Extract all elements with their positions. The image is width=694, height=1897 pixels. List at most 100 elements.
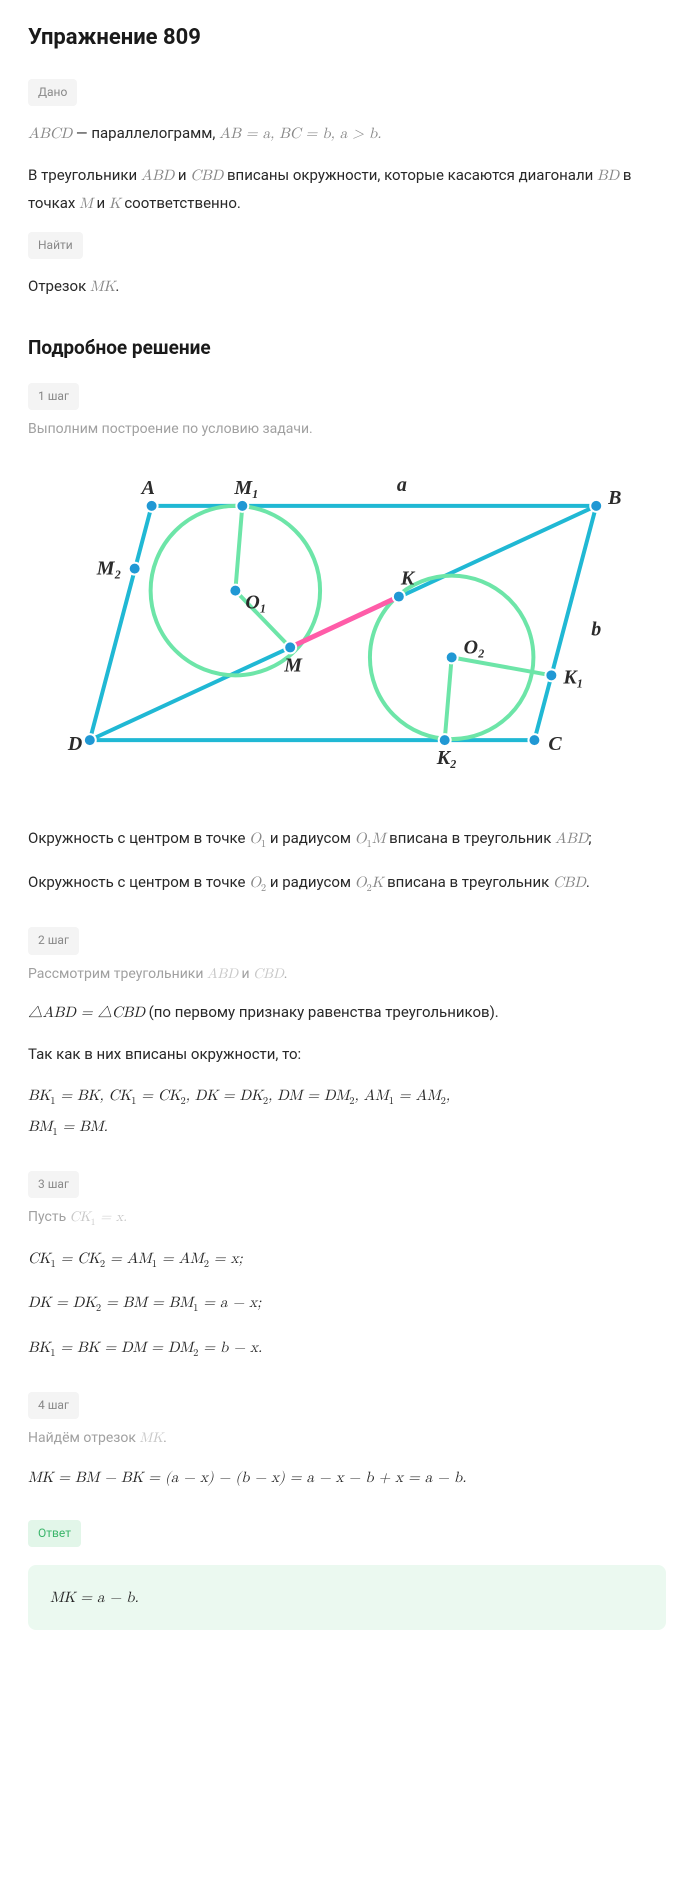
m: BD (597, 168, 619, 183)
t: Окружность с центром в точке (28, 873, 249, 891)
step2-p1: △ABD = △CBD (по первому признаку равенст… (28, 999, 666, 1027)
svg-text:b: b (591, 618, 601, 640)
t: Найдём отрезок (28, 1430, 139, 1446)
step-1: 1 шаг Выполним построение по условию зад… (28, 383, 666, 899)
step2-grey: Рассмотрим треугольники ABD и CBD. (28, 963, 666, 985)
t: вписана в треугольник (385, 829, 555, 847)
exercise-title: Упражнение 809 (28, 20, 666, 55)
t: и (93, 194, 109, 212)
step2-tag: 2 шаг (28, 927, 79, 954)
given-line1: ABCD — параллелограмм, AB = a, BC = b, a… (28, 120, 666, 148)
step3-grey: Пусть CK1 = x. (28, 1206, 666, 1230)
answer-block: Ответ MK = a − b. (28, 1520, 666, 1630)
m: BK1 = BK = DM = DM2 = b − x. (28, 1340, 262, 1355)
m: MK (90, 279, 115, 294)
m: CBD (190, 168, 223, 183)
geometry-figure: ABCDM₁M₂O₁MKO₂K₁K₂ab (28, 461, 666, 797)
given-line2: В треугольники ABD и CBD вписаны окружно… (28, 162, 666, 218)
m: M (372, 831, 386, 846)
t: соответственно. (121, 194, 241, 212)
step3-l3: BK1 = BK = DM = DM2 = b − x. (28, 1334, 666, 1364)
m: BK1 = BK, CK1 = CK2, DK = DK2, DM = DM2,… (28, 1088, 450, 1103)
answer-tag: Ответ (28, 1520, 81, 1547)
step-4: 4 шаг Найдём отрезок MK. MK = BM − BK = … (28, 1392, 666, 1491)
math-abcd: ABCD (28, 126, 72, 141)
m: ABD (141, 168, 174, 183)
m: O1 (249, 831, 266, 846)
svg-text:D: D (67, 733, 82, 755)
step4-tag: 4 шаг (28, 1392, 79, 1419)
m: ABD (207, 967, 238, 981)
t: . (586, 873, 590, 891)
m: CBD (253, 967, 284, 981)
t: Окружность с центром в точке (28, 829, 249, 847)
t: вписана в треугольник (383, 873, 553, 891)
svg-text:O₂: O₂ (464, 636, 485, 658)
m: O (355, 831, 367, 846)
m: O (355, 875, 367, 890)
answer-eq: MK = a − b. (50, 1590, 139, 1605)
t: (по первому признаку равенства треугольн… (145, 1003, 499, 1021)
m: O (249, 875, 261, 890)
step2-p2: Так как в них вписаны окружности, то: (28, 1041, 666, 1069)
step1-grey: Выполним построение по условию задачи. (28, 418, 666, 440)
svg-text:O₁: O₁ (245, 591, 266, 613)
step3-tag: 3 шаг (28, 1171, 79, 1198)
find-tag: Найти (28, 232, 83, 259)
step-3: 3 шаг Пусть CK1 = x. CK1 = CK2 = AM1 = A… (28, 1171, 666, 1364)
m: CBD (553, 875, 586, 890)
m: MK (139, 1431, 163, 1445)
step2-eq: BK1 = BK, CK1 = CK2, DK = DK2, DM = DM2,… (28, 1082, 666, 1143)
svg-text:C: C (548, 733, 562, 755)
m: O (249, 831, 261, 846)
m: DK = DK2 = BM = BM1 = a − x; (28, 1295, 261, 1310)
m: K (109, 196, 121, 211)
svg-text:K₁: K₁ (562, 666, 583, 688)
step1-p2: Окружность с центром в точке O2 и радиус… (28, 869, 666, 899)
svg-text:A: A (140, 476, 155, 498)
t: Рассмотрим треугольники (28, 966, 207, 982)
m: K (372, 875, 384, 890)
step1-tag: 1 шаг (28, 383, 79, 410)
step3-l1: CK1 = CK2 = AM1 = AM2 = x; (28, 1245, 666, 1275)
given-tag: Дано (28, 79, 77, 106)
svg-text:M₁: M₁ (233, 476, 259, 498)
find-block: Найти Отрезок MK. (28, 232, 666, 301)
answer-box: MK = a − b. (28, 1565, 666, 1630)
m: CK1 = x. (70, 1210, 127, 1224)
m: M (79, 196, 93, 211)
step3-l2: DK = DK2 = BM = BM1 = a − x; (28, 1289, 666, 1319)
m: O2K (355, 875, 384, 890)
m: BM1 = BM. (28, 1119, 108, 1134)
step4-grey: Найдём отрезок MK. (28, 1427, 666, 1449)
svg-text:M: M (283, 654, 303, 676)
t: . (284, 966, 288, 982)
t: . (163, 1430, 167, 1446)
m: CK1 = CK2 = AM1 = AM2 = x; (28, 1251, 243, 1266)
m: O1M (355, 831, 386, 846)
svg-text:K: K (400, 567, 416, 589)
t: вписаны окружности, которые касаются диа… (223, 166, 597, 184)
m: MK = BM − BK = (a − x) − (b − x) = a − x… (28, 1470, 466, 1485)
math-rel: AB = a, BC = b, a > b. (219, 126, 381, 141)
svg-text:a: a (397, 473, 407, 495)
t: Пусть (28, 1209, 70, 1225)
given-block: Дано ABCD — параллелограмм, AB = a, BC =… (28, 79, 666, 217)
step1-p1: Окружность с центром в точке O1 и радиус… (28, 825, 666, 855)
m: ABD (555, 831, 588, 846)
m: △ABD = △CBD (28, 1005, 145, 1020)
text: — параллелограмм, (72, 124, 219, 142)
t: и радиусом (266, 873, 355, 891)
step4-eq: MK = BM − BK = (a − x) − (b − x) = a − x… (28, 1464, 666, 1492)
t: В треугольники (28, 166, 141, 184)
solution-heading: Подробное решение (28, 333, 666, 363)
t: и радиусом (266, 829, 355, 847)
figure-svg: ABCDM₁M₂O₁MKO₂K₁K₂ab (28, 461, 666, 790)
svg-text:B: B (607, 486, 621, 508)
m: O2 (249, 875, 266, 890)
t: и (174, 166, 190, 184)
t: ; (588, 829, 591, 847)
t: Отрезок (28, 277, 90, 295)
t: . (115, 277, 119, 295)
svg-text:M₂: M₂ (96, 557, 122, 579)
